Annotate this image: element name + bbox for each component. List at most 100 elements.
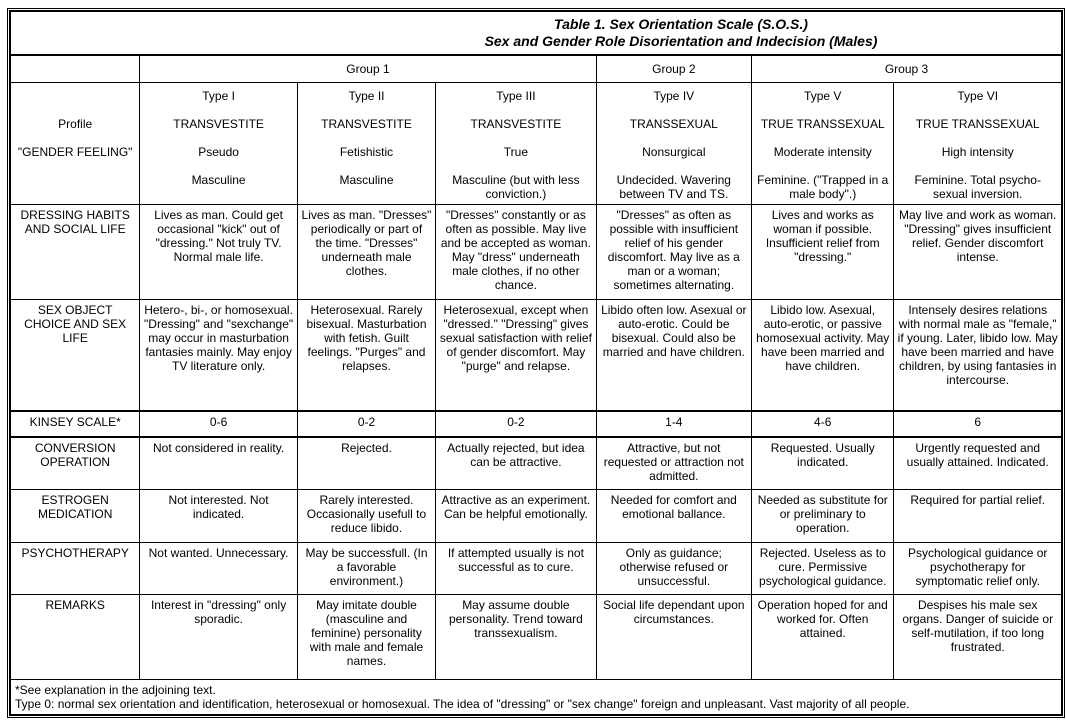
table-cell: Interest in "dressing" only sporadic. bbox=[139, 594, 298, 680]
row-label: KINSEY SCALE* bbox=[9, 410, 141, 438]
table-cell: Only as guidance; otherwise refused or u… bbox=[595, 542, 753, 595]
table-cell: Attractive as an experiment. Can be help… bbox=[435, 489, 597, 543]
table-row: ESTROGEN MEDICATION Not interested. Not i… bbox=[9, 489, 1062, 543]
table-cell: May imitate double (masculine and femini… bbox=[296, 594, 437, 680]
type-profile-cell: Type I TRANSVESTITE Pseudo Masculine bbox=[139, 82, 298, 205]
type-gender: Masculine bbox=[339, 173, 394, 187]
table-row: SEX OBJECT CHOICE AND SEX LIFE Hetero-, b… bbox=[9, 299, 1062, 412]
table-cell: Required for partial relief. bbox=[893, 489, 1062, 543]
row-label: REMARKS bbox=[9, 594, 141, 680]
table-cell: Despises his male sex organs. Danger of … bbox=[893, 594, 1062, 680]
sos-table-container: Table 1. Sex Orientation Scale (S.O.S.) … bbox=[7, 8, 1065, 718]
group-3-header: Group 3 bbox=[751, 54, 1062, 83]
table-cell: Not considered in reality. bbox=[139, 436, 298, 490]
type-gender-feeling: Nonsurgical bbox=[642, 145, 706, 159]
table-cell: Heterosexual, except when "dressed." "Dr… bbox=[435, 299, 597, 412]
table-row: DRESSING HABITS AND SOCIAL LIFE Lives as … bbox=[9, 204, 1062, 300]
type-profile: TRUE TRANSSEXUAL bbox=[760, 117, 885, 131]
table-cell: 6 bbox=[893, 410, 1062, 438]
table-cell: Actually rejected, but idea can be attra… bbox=[435, 436, 597, 490]
table-cell: 4-6 bbox=[751, 410, 895, 438]
table-cell: Needed for comfort and emotional ballanc… bbox=[595, 489, 753, 543]
type-name: Type IV bbox=[653, 89, 695, 103]
table-cell: "Dresses" constantly or as often as poss… bbox=[435, 204, 597, 300]
group-2-header: Group 2 bbox=[595, 54, 753, 83]
table-cell: Urgently requested and usually attained.… bbox=[893, 436, 1062, 490]
type-gender: Masculine bbox=[191, 173, 246, 187]
table-cell: Hetero-, bi-, or homosexual. "Dressing" … bbox=[139, 299, 298, 412]
table-row: REMARKS Interest in "dressing" only spora… bbox=[9, 594, 1062, 680]
type-gender-feeling: High intensity bbox=[941, 145, 1014, 159]
row-label: ESTROGEN MEDICATION bbox=[9, 489, 141, 543]
table-cell: Needed as substitute for or preliminary … bbox=[751, 489, 895, 543]
table-cell: Not interested. Not indicated. bbox=[139, 489, 298, 543]
table-cell: Rejected. Useless as to cure. Permissive… bbox=[751, 542, 895, 595]
table-cell: 1-4 bbox=[595, 410, 753, 438]
table-cell: 0-2 bbox=[435, 410, 597, 438]
type-profile-cell: Type IV TRANSSEXUAL Nonsurgical Undecided. … bbox=[595, 82, 753, 205]
table-cell: May be successfull. (In a favorable envi… bbox=[296, 542, 437, 595]
empty-corner bbox=[9, 54, 141, 83]
table-cell: Rejected. bbox=[296, 436, 437, 490]
profile-label: Profile bbox=[58, 117, 93, 131]
table-cell: Intensely desires relations with normal … bbox=[893, 299, 1062, 412]
type-profile: TRANSVESTITE bbox=[321, 117, 412, 131]
type-name: Type I bbox=[202, 89, 235, 103]
row-label: SEX OBJECT CHOICE AND SEX LIFE bbox=[9, 299, 141, 412]
table-cell: Libido often low. Asexual or auto-erotic… bbox=[595, 299, 753, 412]
table-cell: If attempted usually is not successful a… bbox=[435, 542, 597, 595]
profile-label-cell: Profile "GENDER FEELING" bbox=[9, 82, 141, 205]
type-profile: TRANSVESTITE bbox=[470, 117, 562, 131]
table-row: CONVERSION OPERATION Not considered in re… bbox=[9, 436, 1062, 490]
sos-table: Table 1. Sex Orientation Scale (S.O.S.) … bbox=[9, 11, 1062, 715]
table-cell: May assume double personality. Trend tow… bbox=[435, 594, 597, 680]
table-cell: Heterosexual. Rarely bisexual. Masturbat… bbox=[296, 299, 437, 412]
table-cell: 0-2 bbox=[296, 410, 437, 438]
type-name: Type II bbox=[348, 89, 385, 103]
footnote: *See explanation in the adjoining text. bbox=[15, 683, 216, 697]
table-cell: Attractive, but not requested or attract… bbox=[595, 436, 753, 490]
table-cell: Operation hoped for and worked for. Ofte… bbox=[751, 594, 895, 680]
type-profile-cell: Type VI TRUE TRANSSEXUAL High intensity Fem… bbox=[893, 82, 1062, 205]
table-cell: Libido low. Asexual, auto-erotic, or pas… bbox=[751, 299, 895, 412]
table-cell: 0-6 bbox=[139, 410, 298, 438]
footnote: Type 0: normal sex orientation and ident… bbox=[15, 697, 910, 711]
type-name: Type VI bbox=[957, 89, 999, 103]
row-label: CONVERSION OPERATION bbox=[9, 436, 141, 490]
group-1-header: Group 1 bbox=[139, 54, 597, 83]
type-profile-cell: Type II TRANSVESTITE Fetishistic Masculine bbox=[296, 82, 437, 205]
type-gender-feeling: Pseudo bbox=[198, 145, 239, 159]
row-label: PSYCHOTHERAPY bbox=[9, 542, 141, 595]
type-gender-feeling: True bbox=[503, 145, 528, 159]
type-gender: Feminine. Total psycho-sexual inversion. bbox=[914, 173, 1041, 201]
type-profile: TRANSSEXUAL bbox=[629, 117, 718, 131]
table-row: PSYCHOTHERAPY Not wanted. Unnecessary. May… bbox=[9, 542, 1062, 595]
type-profile: TRANSVESTITE bbox=[173, 117, 264, 131]
table-cell: Requested. Usually indicated. bbox=[751, 436, 895, 490]
table-cell: Lives as man. Could get occasional "kick… bbox=[139, 204, 298, 300]
title-line-1: Table 1. Sex Orientation Scale (S.O.S.) bbox=[554, 16, 808, 32]
type-name: Type III bbox=[496, 89, 536, 103]
table-cell: Lives and works as woman if possible. In… bbox=[751, 204, 895, 300]
type-gender: Feminine. ("Trapped in a male body".) bbox=[757, 173, 889, 201]
table-cell: Social life dependant upon circumstances… bbox=[595, 594, 753, 680]
type-profile-cell: Type V TRUE TRANSSEXUAL Moderate intensity… bbox=[751, 82, 895, 205]
type-gender: Masculine (but with less conviction.) bbox=[452, 173, 580, 201]
title-line-2: Sex and Gender Role Disorientation and I… bbox=[484, 33, 878, 49]
gender-feeling-label: "GENDER FEELING" bbox=[17, 145, 133, 159]
row-label: DRESSING HABITS AND SOCIAL LIFE bbox=[9, 204, 141, 300]
table-cell: Rarely interested. Occasionally usefull … bbox=[296, 489, 437, 543]
table-row: KINSEY SCALE* 0-6 0-2 0-2 1-4 4-6 6 bbox=[9, 410, 1062, 438]
type-profile: TRUE TRANSSEXUAL bbox=[915, 117, 1040, 131]
table-cell: Not wanted. Unnecessary. bbox=[139, 542, 298, 595]
type-gender: Undecided. Wavering between TV and TS. bbox=[616, 173, 731, 201]
table-cell: Psychological guidance or psychotherapy … bbox=[893, 542, 1062, 595]
type-profile-cell: Type III TRANSVESTITE True Masculine (but w… bbox=[435, 82, 597, 205]
table-cell: "Dresses" as often as possible with insu… bbox=[595, 204, 753, 300]
table-cell: May live and work as woman. "Dressing" g… bbox=[893, 204, 1062, 300]
table-title: Table 1. Sex Orientation Scale (S.O.S.) … bbox=[10, 11, 1062, 56]
type-label bbox=[14, 89, 136, 117]
type-gender-feeling: Fetishistic bbox=[339, 145, 394, 159]
table-cell: Lives as man. "Dresses" periodically or … bbox=[296, 204, 437, 300]
gender-label bbox=[14, 173, 136, 201]
